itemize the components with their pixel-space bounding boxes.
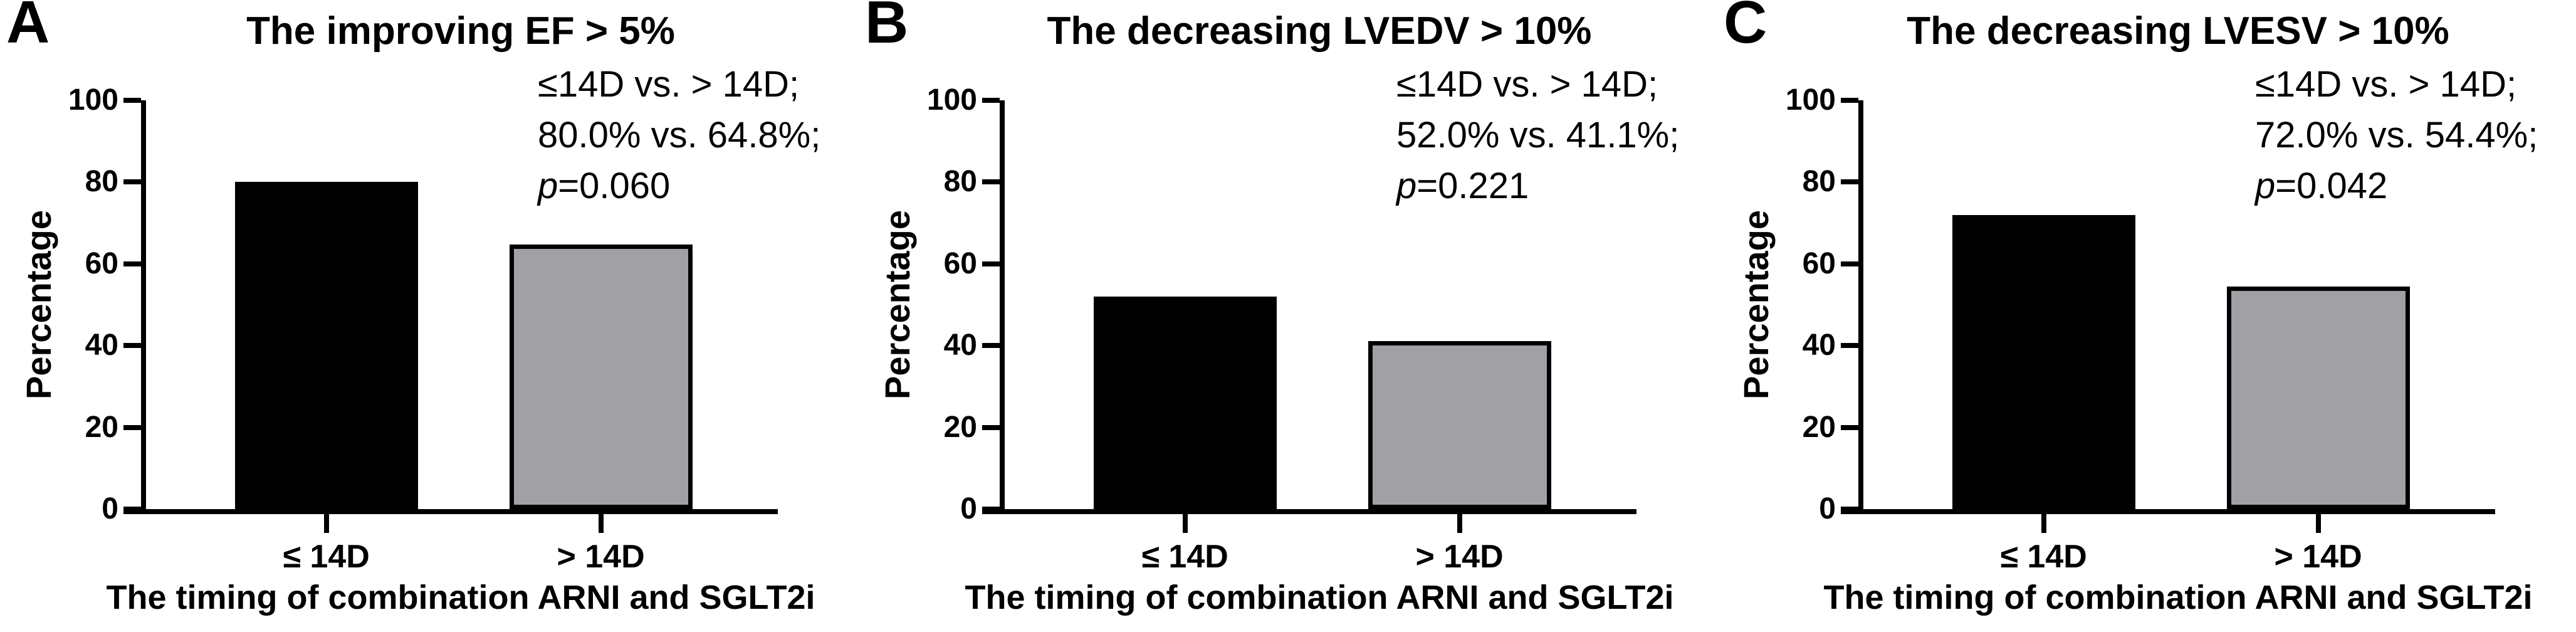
x-tick-mark [1457,514,1462,533]
annotation-comparison: ≤14D vs. > 14D; [538,64,800,105]
stats-annotation: ≤14D vs. > 14D; 72.0% vs. 54.4%; p=0.042 [2255,59,2538,211]
p-symbol: p [1396,166,1417,206]
panel-title: The decreasing LVESV > 10% [1907,9,2449,53]
y-tick-mark [123,261,141,266]
y-tick-mark [1841,343,1858,349]
y-tick-label: 40 [943,329,977,362]
y-axis-line [1858,100,1863,514]
x-tick-mark [598,514,604,533]
bar-le-14d [234,182,418,509]
y-tick-label: 40 [85,329,118,362]
panel-c: C The decreasing LVESV > 10% ≤14D vs. > … [1717,0,2576,632]
x-tick-mark [323,514,329,533]
x-tick-label: ≤ 14D [283,539,370,575]
bar-le-14d [1093,296,1277,509]
y-tick-label: 60 [943,246,977,280]
x-tick-label: ≤ 14D [2000,539,2087,575]
y-tick-label: 80 [943,165,977,199]
y-tick-mark [982,179,1000,185]
y-tick-mark [1841,424,1858,430]
p-value: =0.221 [1416,166,1529,206]
x-tick-mark [2315,514,2321,533]
y-tick-mark [1841,507,1858,512]
y-tick-label: 60 [85,246,118,280]
y-axis-title: Percentage [877,210,917,399]
y-tick-label: 0 [960,492,977,525]
y-tick-label: 20 [85,410,118,444]
x-axis-line [123,509,778,514]
y-tick-label: 40 [1802,329,1836,362]
panel-title: The decreasing LVEDV > 10% [1047,9,1592,53]
stats-annotation: ≤14D vs. > 14D; 52.0% vs. 41.1%; p=0.221 [1396,59,1679,211]
y-tick-label: 80 [1802,165,1836,199]
p-symbol: p [538,166,558,206]
x-axis-title: The timing of combination ARNI and SGLT2… [106,579,815,616]
y-tick-mark [982,261,1000,266]
x-tick-label: ≤ 14D [1141,539,1228,575]
y-axis-line [141,100,146,514]
y-tick-label: 20 [1802,410,1836,444]
y-tick-mark [123,424,141,430]
stats-annotation: ≤14D vs. > 14D; 80.0% vs. 64.8%; p=0.060 [538,59,820,211]
y-tick-label: 100 [1785,83,1836,117]
y-axis-title: Percentage [1736,210,1776,399]
y-tick-mark [982,98,1000,103]
y-tick-mark [982,507,1000,512]
plot-area: 0 20 40 60 80 100 ≤ 14D > 14D [68,85,778,575]
panel-b: B The decreasing LVEDV > 10% ≤14D vs. > … [859,0,1717,632]
y-axis-line [1000,100,1005,514]
x-tick-label: > 14D [557,539,645,575]
y-tick-mark [123,507,141,512]
x-axis-title: The timing of combination ARNI and SGLT2… [1823,579,2533,616]
annotation-comparison: ≤14D vs. > 14D; [2255,64,2517,105]
panel-letter: A [6,0,50,56]
annotation-pvalue: p=0.221 [1396,161,1679,211]
plot-area: 0 20 40 60 80 100 ≤ 14D > 14D [1786,85,2495,575]
y-tick-mark [982,424,1000,430]
p-value: =0.042 [2275,166,2388,206]
annotation-pvalue: p=0.060 [538,161,820,211]
y-tick-label: 0 [1819,492,1836,525]
bar-gt-14d [509,244,693,509]
y-tick-label: 20 [943,410,977,444]
bar-gt-14d [2226,287,2410,509]
x-axis-line [982,509,1636,514]
y-axis-title: Percentage [19,210,58,399]
annotation-values: 72.0% vs. 54.4%; [2255,115,2538,155]
annotation-pvalue: p=0.042 [2255,161,2538,211]
y-tick-label: 60 [1802,246,1836,280]
x-axis-title: The timing of combination ARNI and SGLT2… [965,579,1674,616]
x-tick-label: > 14D [2274,539,2362,575]
y-tick-label: 0 [102,492,118,525]
x-axis-line [1841,509,2495,514]
bar-gt-14d [1368,341,1551,509]
panel-letter: C [1724,0,1767,56]
p-value: =0.060 [558,166,671,206]
y-tick-mark [1841,179,1858,185]
y-tick-mark [982,343,1000,349]
panel-letter: B [865,0,909,56]
p-symbol: p [2255,166,2276,206]
plot-area: 0 20 40 60 80 100 ≤ 14D > 14D [927,85,1636,575]
y-tick-label: 100 [68,83,118,117]
annotation-comparison: ≤14D vs. > 14D; [1396,64,1658,105]
annotation-values: 52.0% vs. 41.1%; [1396,115,1680,155]
y-tick-mark [123,98,141,103]
panel-title: The improving EF > 5% [246,9,675,53]
y-tick-mark [1841,261,1858,266]
y-tick-mark [1841,98,1858,103]
y-tick-mark [123,179,141,185]
x-tick-mark [2041,514,2046,533]
y-tick-label: 100 [926,83,977,117]
y-tick-mark [123,343,141,349]
bar-le-14d [1952,214,2135,509]
panel-a: A The improving EF > 5% ≤14D vs. > 14D; … [0,0,859,632]
annotation-values: 80.0% vs. 64.8%; [538,115,821,155]
x-tick-mark [1182,514,1188,533]
x-tick-label: > 14D [1415,539,1504,575]
y-tick-label: 80 [85,165,118,199]
